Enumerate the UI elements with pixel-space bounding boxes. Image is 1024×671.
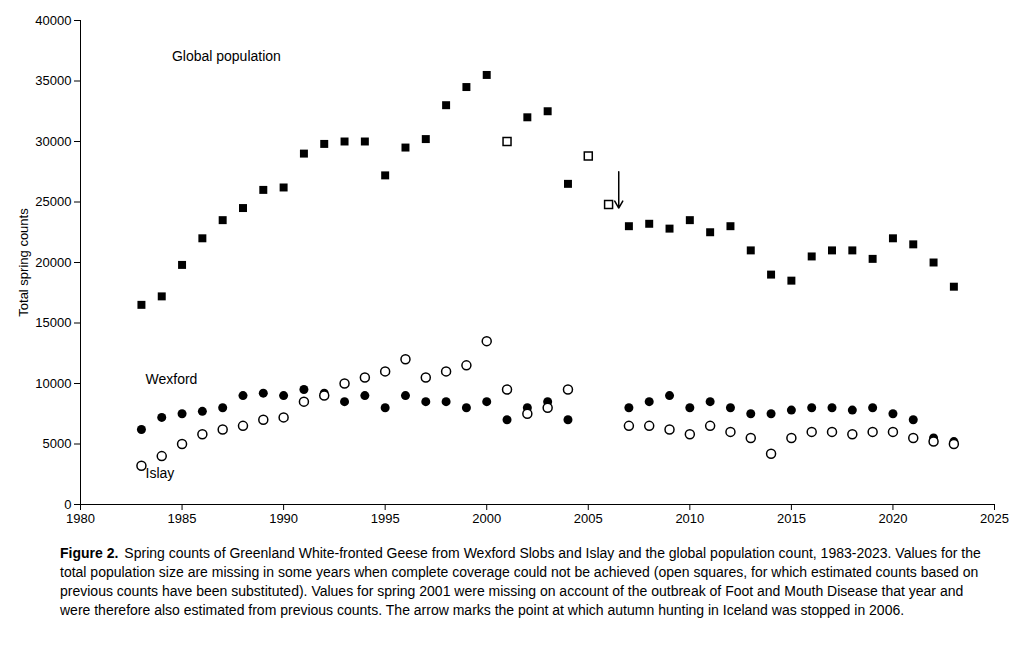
svg-text:Wexford: Wexford: [145, 371, 197, 387]
svg-text:30000: 30000: [35, 134, 71, 149]
svg-text:1980: 1980: [66, 511, 95, 526]
svg-text:15000: 15000: [35, 315, 71, 330]
svg-text:35000: 35000: [35, 73, 71, 88]
svg-text:Total spring counts: Total spring counts: [16, 208, 31, 317]
svg-text:2025: 2025: [980, 511, 1009, 526]
svg-text:1990: 1990: [269, 511, 298, 526]
svg-text:Islay: Islay: [145, 465, 174, 481]
svg-text:10000: 10000: [35, 376, 71, 391]
svg-text:1995: 1995: [371, 511, 400, 526]
svg-text:0: 0: [64, 497, 71, 512]
svg-text:5000: 5000: [43, 436, 72, 451]
svg-text:20000: 20000: [35, 255, 71, 270]
svg-text:Global population: Global population: [172, 48, 281, 64]
svg-text:40000: 40000: [35, 13, 71, 28]
svg-text:1985: 1985: [168, 511, 197, 526]
svg-text:2015: 2015: [777, 511, 806, 526]
svg-text:2020: 2020: [878, 511, 907, 526]
svg-text:2010: 2010: [675, 511, 704, 526]
html-text:Figure 2. Spring counts of Gre: Figure 2. Spring counts of Greenland Whi…: [60, 545, 981, 618]
svg-text:2000: 2000: [472, 511, 501, 526]
svg-text:2005: 2005: [574, 511, 603, 526]
svg-text:25000: 25000: [35, 194, 71, 209]
